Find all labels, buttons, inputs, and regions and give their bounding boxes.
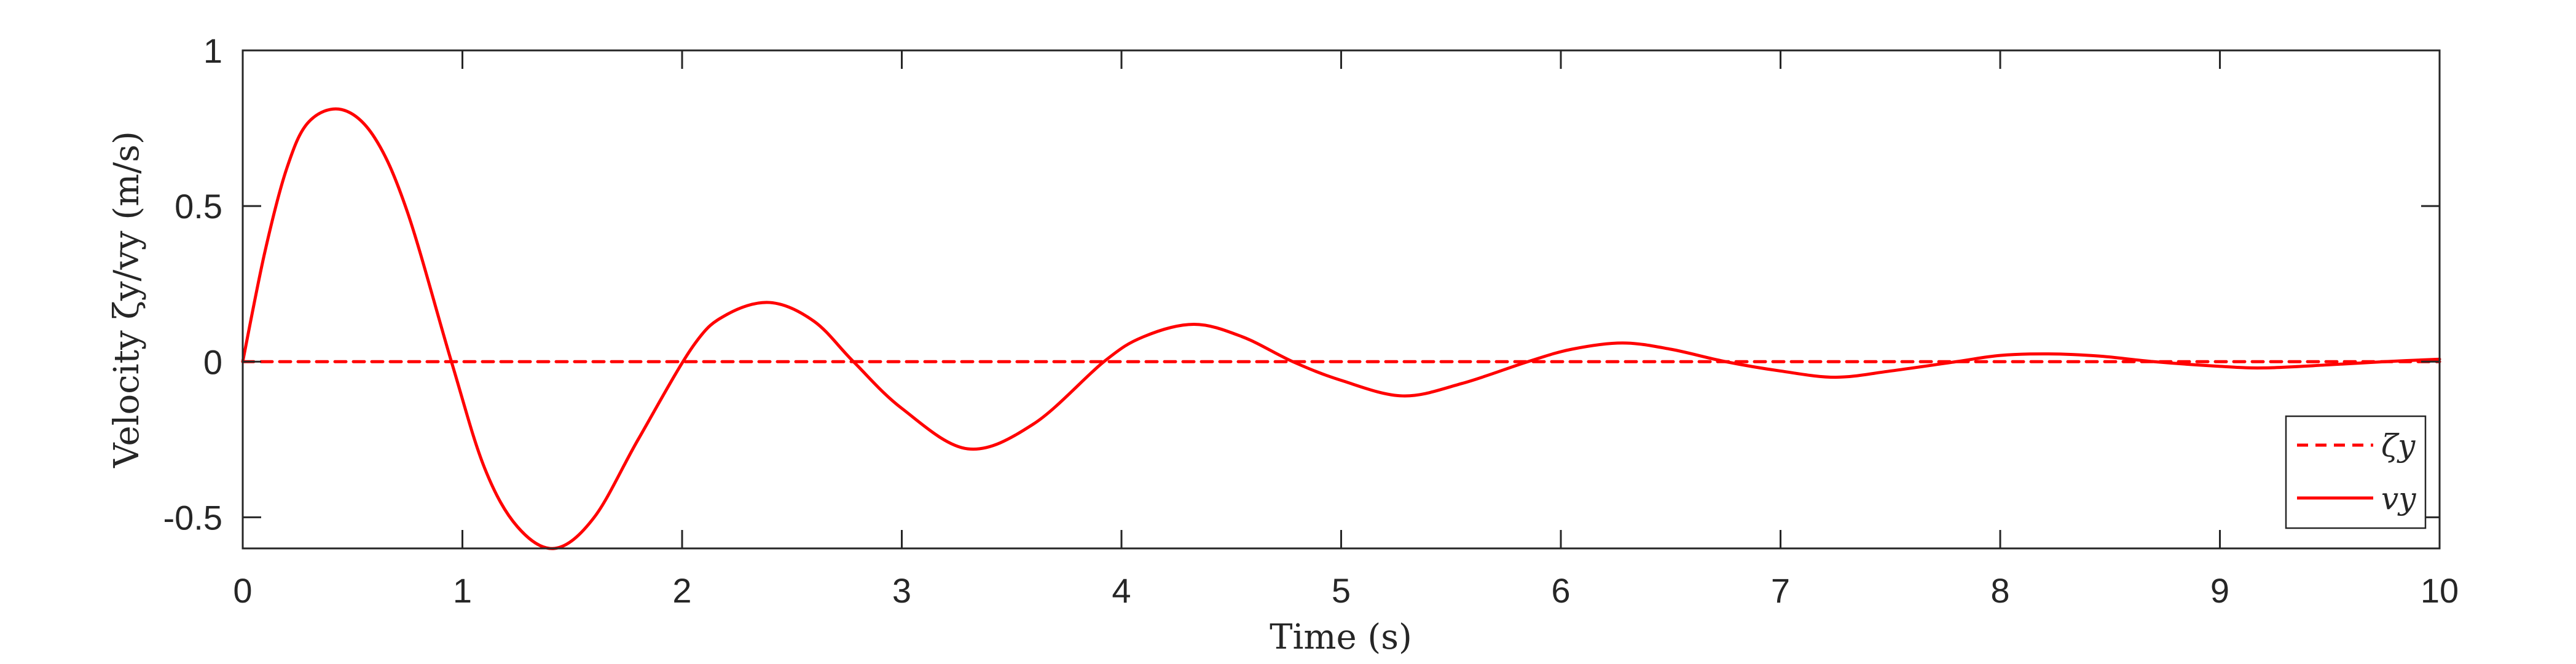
y-tick-label: 1 — [203, 31, 222, 70]
x-tick-label: 10 — [2421, 571, 2459, 610]
y-tick-label: 0 — [203, 342, 222, 381]
x-tick-label: 0 — [233, 571, 252, 610]
x-tick-label: 5 — [1332, 571, 1351, 610]
y-tick-label: -0.5 — [163, 498, 223, 537]
y-axis-label: Velocity ζy/vy (m/s) — [107, 131, 147, 468]
x-tick-label: 1 — [453, 571, 472, 610]
x-tick-label: 8 — [1990, 571, 2009, 610]
x-tick-label: 7 — [1771, 571, 1790, 610]
y-tick-label: 0.5 — [175, 187, 222, 226]
x-tick-label: 2 — [672, 571, 691, 610]
series-line-1 — [241, 107, 2441, 550]
legend-label-v: vy — [2381, 481, 2416, 516]
x-tick-label: 3 — [892, 571, 911, 610]
ticks-layer: 0 1 2 3 4 5 6 7 8 9 10 -0.5 0 0.5 1 — [163, 31, 2459, 610]
legend: ζy vy — [2285, 415, 2427, 529]
x-tick-label: 4 — [1112, 571, 1131, 610]
x-tick-label: 6 — [1551, 571, 1570, 610]
x-axis-label: Time (s) — [1270, 617, 1412, 657]
plot-background — [243, 50, 2440, 548]
series-layer — [241, 107, 2441, 550]
x-tick-label: 9 — [2210, 571, 2229, 610]
legend-box — [2285, 415, 2427, 529]
legend-label-zeta: ζy — [2381, 428, 2416, 464]
